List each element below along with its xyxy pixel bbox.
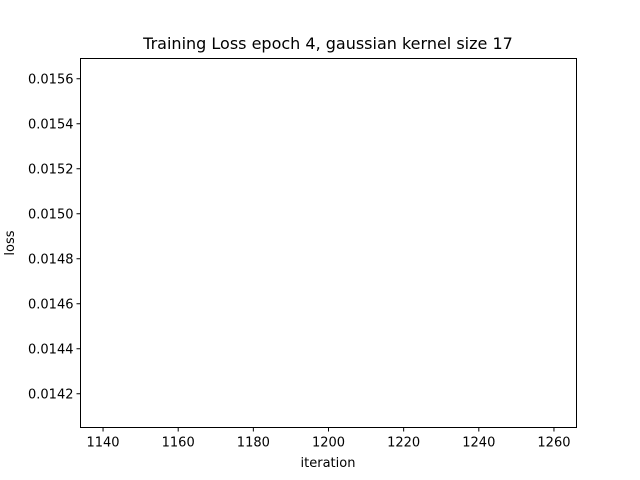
x-tick-label: 1140	[86, 436, 119, 451]
x-axis-label: iteration	[301, 456, 356, 471]
y-tick-label: 0.0156	[28, 72, 74, 87]
x-tick-label: 1240	[462, 436, 495, 451]
y-tick-label: 0.0142	[28, 387, 74, 402]
x-axis: 1140 1160 1180 1200 1220 1240 1260	[86, 427, 571, 451]
y-axis-label: loss	[3, 230, 18, 255]
x-tick-label: 1200	[312, 436, 345, 451]
x-tick-label: 1220	[387, 436, 420, 451]
x-tick-label: 1160	[162, 436, 195, 451]
y-tick-label: 0.0146	[28, 297, 74, 312]
y-axis: 0.0142 0.0144 0.0146 0.0148 0.0150 0.0152 0.01…	[28, 72, 81, 402]
plot-area	[80, 58, 577, 428]
x-tick-label: 1180	[237, 436, 270, 451]
chart-title: Training Loss epoch 4, gaussian kernel s…	[142, 34, 513, 53]
y-tick-label: 0.0144	[28, 342, 74, 357]
y-tick-label: 0.0148	[28, 252, 74, 267]
x-tick-label: 1260	[537, 436, 570, 451]
y-tick-label: 0.0152	[28, 162, 74, 177]
y-tick-label: 0.0150	[28, 207, 74, 222]
y-tick-label: 0.0154	[28, 117, 74, 132]
